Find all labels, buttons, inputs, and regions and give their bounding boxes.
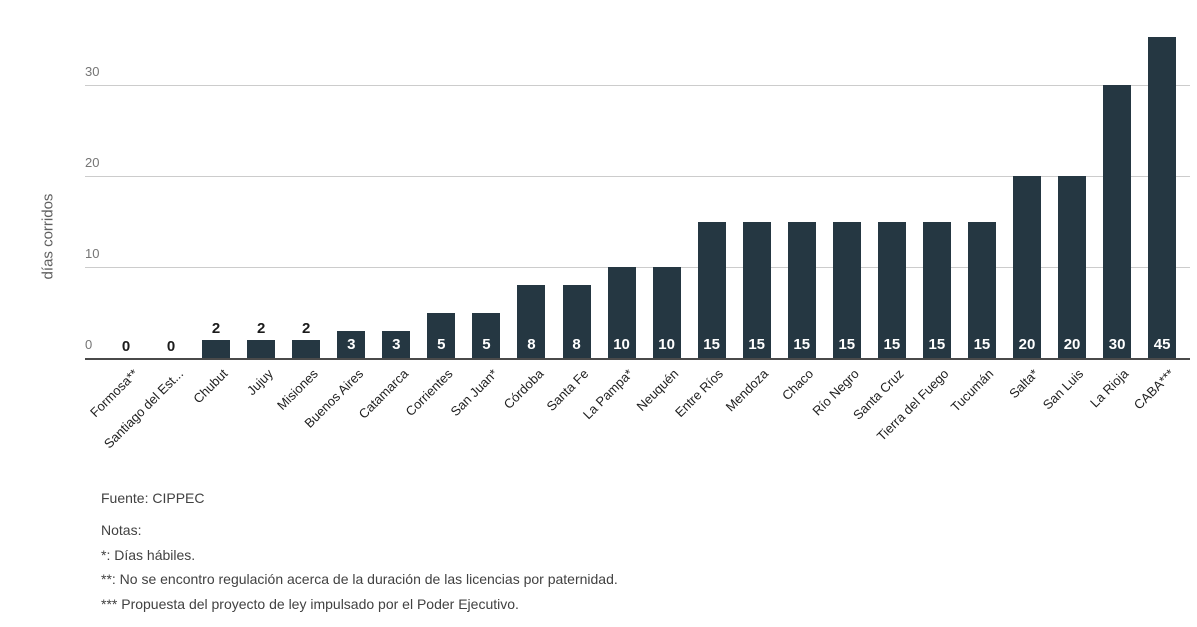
x-axis-label: San Luis xyxy=(1040,366,1087,413)
bar-value-label: 10 xyxy=(613,336,630,353)
bar[interactable] xyxy=(607,267,636,358)
bar[interactable] xyxy=(922,221,951,358)
bar-value-label: 8 xyxy=(527,336,536,353)
bar-value-label: 2 xyxy=(256,319,266,337)
bar-value-label: 15 xyxy=(703,336,720,353)
bar[interactable] xyxy=(1148,37,1177,358)
bar-value-label: 0 xyxy=(166,338,176,355)
bar[interactable] xyxy=(1013,176,1041,358)
x-axis-label: Mendoza xyxy=(722,366,772,415)
x-axis-label: Chaco xyxy=(779,366,817,404)
x-axis-label: San Juan* xyxy=(447,366,502,420)
bar[interactable] xyxy=(832,221,861,358)
bar[interactable] xyxy=(337,330,366,358)
bar-value-label: 3 xyxy=(392,336,401,353)
bar[interactable] xyxy=(787,221,816,358)
y-tick-label: 30 xyxy=(85,64,100,79)
x-axis-label: Chubut xyxy=(190,366,231,407)
bar-value-label: 8 xyxy=(572,336,581,353)
note-sin-regulacion: **: No se encontro regulación acerca de … xyxy=(101,571,618,587)
bar[interactable] xyxy=(427,312,456,358)
bar[interactable] xyxy=(382,330,411,358)
x-axis-label: Tucumán xyxy=(947,366,997,415)
y-tick-label: 10 xyxy=(85,246,100,261)
bar-value-label: 15 xyxy=(928,336,946,353)
bar[interactable] xyxy=(742,221,771,358)
bar[interactable] xyxy=(1103,85,1132,358)
gridline xyxy=(85,85,1190,86)
notes-title: Notas: xyxy=(101,522,142,538)
note-propuesta: *** Propuesta del proyecto de ley impuls… xyxy=(101,596,519,612)
x-axis-label: Jujuy xyxy=(243,366,276,399)
bar[interactable] xyxy=(517,285,546,358)
gridline xyxy=(85,176,1190,177)
bar[interactable] xyxy=(697,221,726,358)
x-axis-label: Entre Ríos xyxy=(672,366,727,421)
x-axis-label: Salta* xyxy=(1006,366,1042,402)
bar-value-label: 30 xyxy=(1108,336,1126,353)
bar-value-label: 15 xyxy=(793,336,811,353)
bar[interactable] xyxy=(652,267,681,358)
bar-value-label: 20 xyxy=(1063,336,1081,353)
y-axis-title: días corridos xyxy=(39,193,57,280)
gridline xyxy=(85,267,1190,268)
bar[interactable] xyxy=(292,339,321,358)
bar[interactable] xyxy=(562,285,591,358)
bar-value-label: 15 xyxy=(748,336,766,353)
y-tick-label: 20 xyxy=(85,155,100,170)
x-axis-label: Corrientes xyxy=(402,366,456,420)
bar-value-label: 45 xyxy=(1153,336,1171,353)
x-axis-label: Misiones xyxy=(273,366,321,413)
x-axis-label: Santiago del Est... xyxy=(100,366,186,452)
bar-value-label: 10 xyxy=(658,336,675,353)
bar[interactable] xyxy=(877,221,906,358)
bar[interactable] xyxy=(202,339,231,358)
bar[interactable] xyxy=(247,339,276,358)
bar-value-label: 5 xyxy=(482,336,491,353)
bar[interactable] xyxy=(472,312,501,358)
bar-value-label: 0 xyxy=(121,338,131,355)
bar-value-label: 15 xyxy=(973,336,991,353)
bar-value-label: 20 xyxy=(1018,336,1036,353)
bar-value-label: 5 xyxy=(437,336,446,353)
bar-value-label: 2 xyxy=(211,319,221,337)
bar-value-label: 15 xyxy=(883,336,901,353)
source-note: Fuente: CIPPEC xyxy=(101,490,205,506)
bar-value-label: 15 xyxy=(838,336,856,353)
x-axis-label: La Rioja xyxy=(1087,366,1132,411)
note-dias-habiles: *: Días hábiles. xyxy=(101,547,196,563)
bar[interactable] xyxy=(1058,176,1087,358)
y-tick-label: 0 xyxy=(85,337,93,352)
bar-value-label: 3 xyxy=(347,336,356,353)
bar[interactable] xyxy=(967,221,996,358)
x-axis-baseline xyxy=(85,358,1190,360)
bar-value-label: 2 xyxy=(302,319,311,337)
x-axis-label: Córdoba xyxy=(500,366,547,412)
x-axis-label: CABA*** xyxy=(1130,366,1177,413)
